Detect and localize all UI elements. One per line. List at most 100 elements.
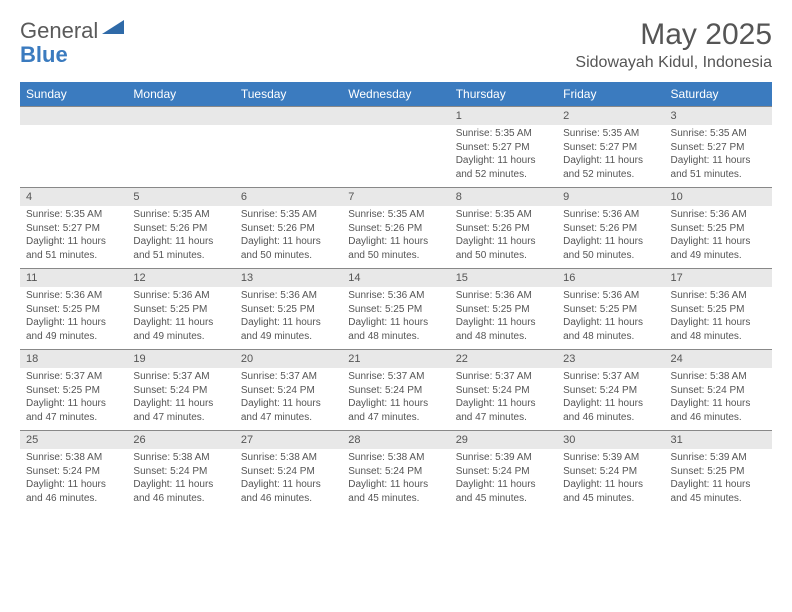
sunset-text: Sunset: 5:24 PM bbox=[671, 384, 766, 398]
daylight-text: Daylight: 11 hours and 48 minutes. bbox=[456, 316, 551, 343]
info-cell: Sunrise: 5:38 AMSunset: 5:24 PMDaylight:… bbox=[20, 449, 127, 511]
daylight-text: Daylight: 11 hours and 47 minutes. bbox=[348, 397, 443, 424]
date-row: 18192021222324 bbox=[20, 350, 772, 369]
sunrise-text: Sunrise: 5:38 AM bbox=[133, 451, 228, 465]
info-cell: Sunrise: 5:36 AMSunset: 5:25 PMDaylight:… bbox=[557, 287, 664, 350]
date-row: 25262728293031 bbox=[20, 431, 772, 450]
sunrise-text: Sunrise: 5:35 AM bbox=[456, 208, 551, 222]
info-cell: Sunrise: 5:35 AMSunset: 5:26 PMDaylight:… bbox=[450, 206, 557, 269]
date-cell: 19 bbox=[127, 350, 234, 369]
month-title: May 2025 bbox=[575, 18, 772, 52]
date-cell: 8 bbox=[450, 188, 557, 207]
info-cell: Sunrise: 5:38 AMSunset: 5:24 PMDaylight:… bbox=[342, 449, 449, 511]
info-cell bbox=[20, 125, 127, 188]
date-cell bbox=[20, 107, 127, 126]
sunrise-text: Sunrise: 5:35 AM bbox=[133, 208, 228, 222]
sunset-text: Sunset: 5:24 PM bbox=[26, 465, 121, 479]
sunset-text: Sunset: 5:26 PM bbox=[563, 222, 658, 236]
info-cell: Sunrise: 5:36 AMSunset: 5:25 PMDaylight:… bbox=[235, 287, 342, 350]
daylight-text: Daylight: 11 hours and 48 minutes. bbox=[563, 316, 658, 343]
sunset-text: Sunset: 5:24 PM bbox=[133, 384, 228, 398]
date-cell: 12 bbox=[127, 269, 234, 288]
daylight-text: Daylight: 11 hours and 45 minutes. bbox=[456, 478, 551, 505]
day-header-monday: Monday bbox=[127, 82, 234, 107]
daylight-text: Daylight: 11 hours and 46 minutes. bbox=[26, 478, 121, 505]
daylight-text: Daylight: 11 hours and 46 minutes. bbox=[133, 478, 228, 505]
sunrise-text: Sunrise: 5:36 AM bbox=[133, 289, 228, 303]
daylight-text: Daylight: 11 hours and 49 minutes. bbox=[671, 235, 766, 262]
day-header-wednesday: Wednesday bbox=[342, 82, 449, 107]
info-row: Sunrise: 5:36 AMSunset: 5:25 PMDaylight:… bbox=[20, 287, 772, 350]
day-header-row: SundayMondayTuesdayWednesdayThursdayFrid… bbox=[20, 82, 772, 107]
info-row: Sunrise: 5:38 AMSunset: 5:24 PMDaylight:… bbox=[20, 449, 772, 511]
sunset-text: Sunset: 5:24 PM bbox=[348, 384, 443, 398]
date-cell: 26 bbox=[127, 431, 234, 450]
sunset-text: Sunset: 5:25 PM bbox=[563, 303, 658, 317]
sunset-text: Sunset: 5:25 PM bbox=[26, 303, 121, 317]
sunrise-text: Sunrise: 5:35 AM bbox=[563, 127, 658, 141]
sunrise-text: Sunrise: 5:36 AM bbox=[26, 289, 121, 303]
day-header-tuesday: Tuesday bbox=[235, 82, 342, 107]
sunset-text: Sunset: 5:25 PM bbox=[133, 303, 228, 317]
info-cell: Sunrise: 5:36 AMSunset: 5:25 PMDaylight:… bbox=[127, 287, 234, 350]
day-header-sunday: Sunday bbox=[20, 82, 127, 107]
sunrise-text: Sunrise: 5:39 AM bbox=[563, 451, 658, 465]
date-cell: 30 bbox=[557, 431, 664, 450]
date-cell: 18 bbox=[20, 350, 127, 369]
info-cell: Sunrise: 5:36 AMSunset: 5:25 PMDaylight:… bbox=[665, 206, 772, 269]
sunset-text: Sunset: 5:25 PM bbox=[456, 303, 551, 317]
date-cell: 17 bbox=[665, 269, 772, 288]
info-cell: Sunrise: 5:36 AMSunset: 5:26 PMDaylight:… bbox=[557, 206, 664, 269]
title-block: May 2025 Sidowayah Kidul, Indonesia bbox=[575, 18, 772, 72]
date-row: 45678910 bbox=[20, 188, 772, 207]
info-cell: Sunrise: 5:35 AMSunset: 5:27 PMDaylight:… bbox=[450, 125, 557, 188]
info-cell: Sunrise: 5:35 AMSunset: 5:26 PMDaylight:… bbox=[127, 206, 234, 269]
info-cell: Sunrise: 5:36 AMSunset: 5:25 PMDaylight:… bbox=[665, 287, 772, 350]
sunrise-text: Sunrise: 5:35 AM bbox=[26, 208, 121, 222]
info-cell: Sunrise: 5:35 AMSunset: 5:26 PMDaylight:… bbox=[342, 206, 449, 269]
info-cell: Sunrise: 5:36 AMSunset: 5:25 PMDaylight:… bbox=[342, 287, 449, 350]
sunset-text: Sunset: 5:24 PM bbox=[241, 465, 336, 479]
header: General May 2025 Sidowayah Kidul, Indone… bbox=[20, 18, 772, 72]
info-cell: Sunrise: 5:35 AMSunset: 5:26 PMDaylight:… bbox=[235, 206, 342, 269]
daylight-text: Daylight: 11 hours and 52 minutes. bbox=[456, 154, 551, 181]
sunset-text: Sunset: 5:24 PM bbox=[456, 465, 551, 479]
sunrise-text: Sunrise: 5:35 AM bbox=[348, 208, 443, 222]
date-row: 11121314151617 bbox=[20, 269, 772, 288]
date-cell: 5 bbox=[127, 188, 234, 207]
daylight-text: Daylight: 11 hours and 46 minutes. bbox=[563, 397, 658, 424]
daylight-text: Daylight: 11 hours and 45 minutes. bbox=[348, 478, 443, 505]
daylight-text: Daylight: 11 hours and 50 minutes. bbox=[563, 235, 658, 262]
sunrise-text: Sunrise: 5:37 AM bbox=[348, 370, 443, 384]
info-cell: Sunrise: 5:37 AMSunset: 5:24 PMDaylight:… bbox=[557, 368, 664, 431]
sunset-text: Sunset: 5:25 PM bbox=[671, 465, 766, 479]
sunset-text: Sunset: 5:26 PM bbox=[133, 222, 228, 236]
location: Sidowayah Kidul, Indonesia bbox=[575, 54, 772, 72]
sunrise-text: Sunrise: 5:35 AM bbox=[241, 208, 336, 222]
logo: General bbox=[20, 18, 124, 44]
date-cell: 2 bbox=[557, 107, 664, 126]
date-cell: 31 bbox=[665, 431, 772, 450]
date-cell: 14 bbox=[342, 269, 449, 288]
info-cell: Sunrise: 5:36 AMSunset: 5:25 PMDaylight:… bbox=[450, 287, 557, 350]
sunset-text: Sunset: 5:24 PM bbox=[563, 384, 658, 398]
info-cell: Sunrise: 5:37 AMSunset: 5:24 PMDaylight:… bbox=[127, 368, 234, 431]
sunrise-text: Sunrise: 5:36 AM bbox=[456, 289, 551, 303]
info-cell: Sunrise: 5:38 AMSunset: 5:24 PMDaylight:… bbox=[665, 368, 772, 431]
sunrise-text: Sunrise: 5:39 AM bbox=[671, 451, 766, 465]
date-cell: 29 bbox=[450, 431, 557, 450]
daylight-text: Daylight: 11 hours and 51 minutes. bbox=[26, 235, 121, 262]
date-cell: 21 bbox=[342, 350, 449, 369]
daylight-text: Daylight: 11 hours and 50 minutes. bbox=[241, 235, 336, 262]
info-cell: Sunrise: 5:38 AMSunset: 5:24 PMDaylight:… bbox=[127, 449, 234, 511]
date-cell: 10 bbox=[665, 188, 772, 207]
sunset-text: Sunset: 5:26 PM bbox=[241, 222, 336, 236]
date-cell: 6 bbox=[235, 188, 342, 207]
info-cell: Sunrise: 5:39 AMSunset: 5:24 PMDaylight:… bbox=[557, 449, 664, 511]
sunrise-text: Sunrise: 5:37 AM bbox=[133, 370, 228, 384]
day-header-thursday: Thursday bbox=[450, 82, 557, 107]
sunrise-text: Sunrise: 5:38 AM bbox=[671, 370, 766, 384]
sunset-text: Sunset: 5:27 PM bbox=[456, 141, 551, 155]
day-header-friday: Friday bbox=[557, 82, 664, 107]
sunset-text: Sunset: 5:27 PM bbox=[563, 141, 658, 155]
